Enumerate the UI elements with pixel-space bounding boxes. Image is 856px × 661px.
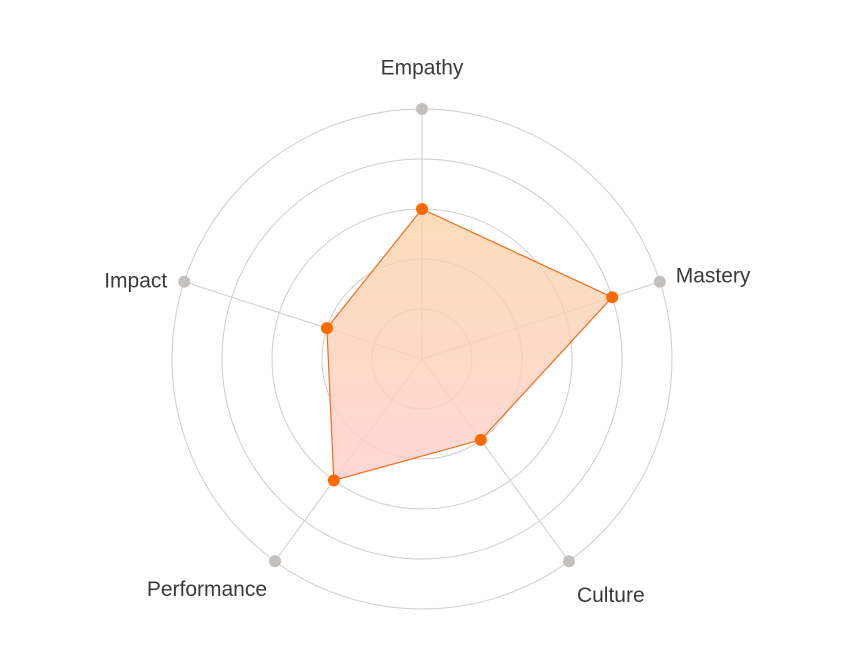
axis-marker-impact <box>178 275 191 288</box>
axis-label-mastery: Mastery <box>676 264 751 287</box>
data-point-culture[interactable] <box>474 433 487 446</box>
axis-label-performance: Performance <box>147 578 267 601</box>
series-area <box>326 208 614 482</box>
axis-marker-culture <box>562 555 575 568</box>
axis-marker-empathy <box>416 103 428 115</box>
axis-label-impact: Impact <box>104 269 167 292</box>
axis-label-culture: Culture <box>577 584 645 607</box>
radar-series <box>320 203 619 487</box>
data-point-mastery[interactable] <box>606 291 619 304</box>
axis-marker-performance <box>269 555 282 568</box>
data-point-impact[interactable] <box>320 322 333 335</box>
data-point-empathy[interactable] <box>416 203 428 215</box>
radar-axis-labels: Empathy Mastery Culture Performance Impact <box>104 57 751 607</box>
data-point-performance[interactable] <box>327 474 340 487</box>
axis-label-empathy: Empathy <box>381 57 464 80</box>
axis-marker-mastery <box>653 275 666 288</box>
